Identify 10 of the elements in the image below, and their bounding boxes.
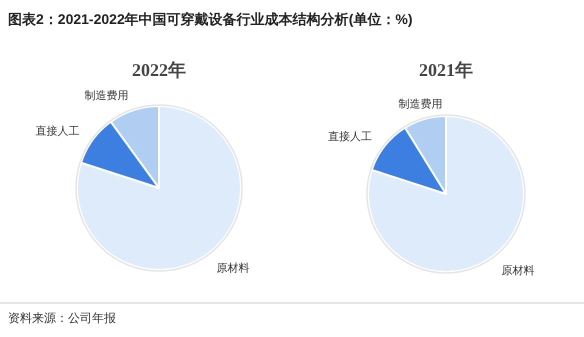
slice-label: 制造费用 (398, 98, 442, 111)
chart-subtitle: 2022年 (132, 60, 186, 80)
slice-label: 直接人工 (36, 124, 80, 138)
slice-label: 直接人工 (328, 130, 372, 143)
slice-label: 原材料 (216, 261, 250, 274)
slice-label: 原材料 (501, 264, 534, 278)
chart-subtitle: 2021年 (419, 60, 473, 80)
chart-title: 图表2：2021-2022年中国可穿戴设备行业成本结构分析(单位：%) (8, 11, 413, 27)
slice-label: 制造费用 (84, 88, 129, 102)
text: 资料来源：公司年报 (8, 311, 116, 325)
